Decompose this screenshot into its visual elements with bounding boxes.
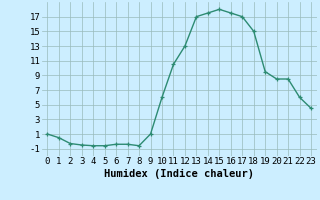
X-axis label: Humidex (Indice chaleur): Humidex (Indice chaleur) <box>104 169 254 179</box>
